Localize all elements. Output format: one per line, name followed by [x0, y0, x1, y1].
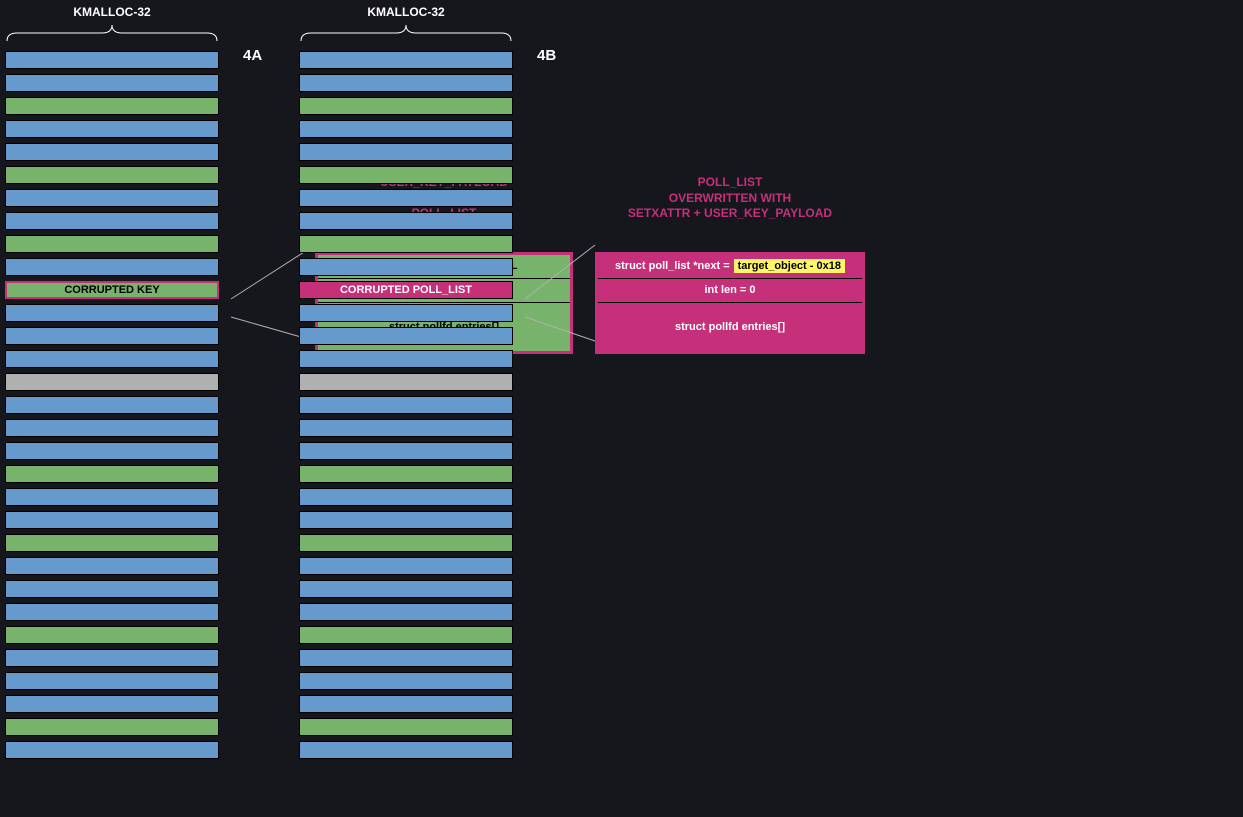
memory-slot	[299, 626, 513, 644]
memory-slot	[299, 695, 513, 713]
memory-slot	[5, 212, 219, 230]
memory-slot	[5, 626, 219, 644]
callout-b-line1: POLL_LIST	[698, 175, 763, 189]
stack-header-b: KMALLOC-32	[367, 5, 444, 19]
memory-slot	[299, 143, 513, 161]
memory-slot	[5, 166, 219, 184]
memory-slot	[5, 580, 219, 598]
memory-slot	[299, 120, 513, 138]
brace-a	[5, 23, 219, 43]
memory-slot	[5, 120, 219, 138]
memory-slot	[5, 511, 219, 529]
memory-slot	[5, 557, 219, 575]
memory-slot	[5, 442, 219, 460]
memory-slot	[5, 672, 219, 690]
memory-slot	[299, 442, 513, 460]
memory-slot	[299, 373, 513, 391]
memory-slot	[299, 166, 513, 184]
memory-slot	[5, 74, 219, 92]
memory-slot	[299, 304, 513, 322]
memory-slot	[299, 603, 513, 621]
struct-box-b: struct poll_list *next = target_object -…	[595, 252, 865, 354]
panel-b: KMALLOC-32 CORRUPTED POLL_LIST 4B POLL_L…	[299, 5, 513, 759]
memory-slot	[299, 212, 513, 230]
memory-slot	[5, 373, 219, 391]
memory-slot	[299, 718, 513, 736]
memory-slot	[5, 304, 219, 322]
memory-slot	[5, 327, 219, 345]
stack-header-a: KMALLOC-32	[73, 5, 150, 19]
memory-slot	[299, 672, 513, 690]
memory-slot	[299, 557, 513, 575]
memory-slot	[5, 534, 219, 552]
memory-slot	[299, 97, 513, 115]
memory-slot	[299, 350, 513, 368]
panel-a: KMALLOC-32 CORRUPTED KEY 4A USER_KEY_PAY…	[5, 5, 219, 759]
slot-stack-a: CORRUPTED KEY	[5, 51, 219, 759]
memory-slot	[299, 258, 513, 276]
panel-label-a: 4A	[243, 47, 262, 64]
callout-b-line3: SETXATTR + USER_KEY_PAYLOAD	[628, 206, 832, 220]
memory-slot	[299, 235, 513, 253]
memory-slot	[5, 741, 219, 759]
struct-row: struct poll_list *next = target_object -…	[598, 255, 862, 279]
memory-slot	[5, 258, 219, 276]
memory-slot	[299, 465, 513, 483]
corrupted-slot: CORRUPTED POLL_LIST	[299, 281, 513, 299]
brace-b	[299, 23, 513, 43]
struct-row: int len = 0	[598, 279, 862, 303]
memory-slot	[5, 603, 219, 621]
memory-slot	[5, 235, 219, 253]
memory-slot	[5, 396, 219, 414]
callout-title-b: POLL_LIST OVERWRITTEN WITH SETXATTR + US…	[628, 175, 832, 222]
memory-slot	[5, 695, 219, 713]
memory-slot	[5, 143, 219, 161]
memory-slot	[5, 97, 219, 115]
memory-slot	[299, 649, 513, 667]
memory-slot	[299, 74, 513, 92]
memory-slot	[5, 189, 219, 207]
struct-row: struct pollfd entries[]	[598, 303, 862, 351]
memory-slot	[299, 580, 513, 598]
memory-slot	[299, 189, 513, 207]
memory-slot	[5, 465, 219, 483]
memory-slot	[299, 51, 513, 69]
memory-slot	[5, 51, 219, 69]
diagram-container: KMALLOC-32 CORRUPTED KEY 4A USER_KEY_PAY…	[5, 5, 1238, 759]
memory-slot	[299, 419, 513, 437]
corrupted-slot: CORRUPTED KEY	[5, 281, 219, 299]
memory-slot	[299, 511, 513, 529]
memory-slot	[299, 488, 513, 506]
slot-stack-b: CORRUPTED POLL_LIST	[299, 51, 513, 759]
panel-label-b: 4B	[537, 47, 556, 64]
highlight-value: target_object - 0x18	[734, 259, 845, 273]
callout-b-line2: OVERWRITTEN WITH	[669, 191, 791, 205]
memory-slot	[5, 350, 219, 368]
memory-slot	[299, 396, 513, 414]
memory-slot	[5, 718, 219, 736]
memory-slot	[5, 488, 219, 506]
memory-slot	[299, 741, 513, 759]
memory-slot	[5, 419, 219, 437]
memory-slot	[5, 649, 219, 667]
callout-b: POLL_LIST OVERWRITTEN WITH SETXATTR + US…	[595, 175, 865, 354]
memory-slot	[299, 327, 513, 345]
stack-column-b: KMALLOC-32 CORRUPTED POLL_LIST	[299, 5, 513, 759]
stack-column-a: KMALLOC-32 CORRUPTED KEY	[5, 5, 219, 759]
memory-slot	[299, 534, 513, 552]
